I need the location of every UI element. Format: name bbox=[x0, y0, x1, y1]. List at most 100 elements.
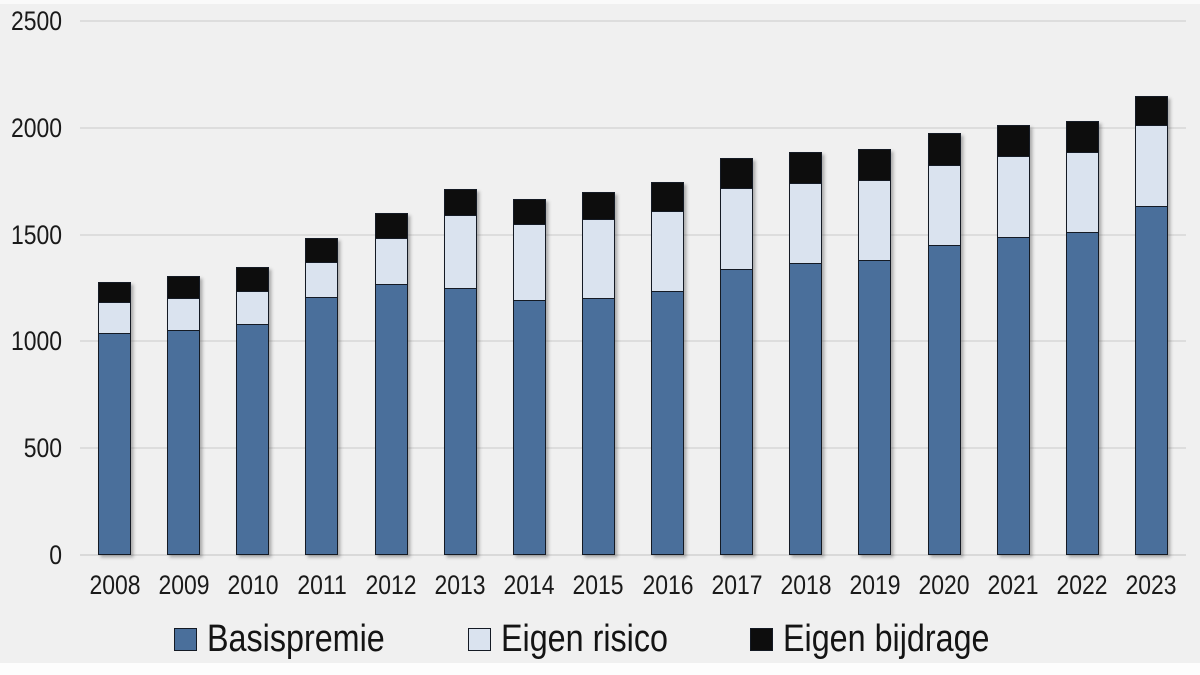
legend: Basispremie Eigen risico Eigen bijdrage bbox=[0, 616, 1200, 662]
segment-eigen-risico bbox=[374, 238, 408, 286]
segment-eigen-bijdrage bbox=[581, 191, 615, 221]
bar-2020 bbox=[927, 133, 961, 555]
x-tick-label-2016: 2016 bbox=[642, 570, 694, 600]
x-tick-label-2012: 2012 bbox=[365, 570, 417, 600]
segment-eigen-risico bbox=[720, 188, 754, 271]
gridline-2500 bbox=[80, 20, 1186, 22]
legend-label-eigen-risico: Eigen risico bbox=[501, 618, 669, 660]
segment-eigen-bijdrage bbox=[789, 152, 823, 185]
y-tick-label-2000: 2000 bbox=[10, 112, 62, 143]
top-edge-strip bbox=[0, 0, 1200, 4]
segment-basispremie bbox=[305, 296, 339, 555]
bar-2015 bbox=[581, 191, 615, 555]
bar-2019 bbox=[858, 149, 892, 555]
bar-2009 bbox=[167, 276, 201, 555]
segment-eigen-bijdrage bbox=[720, 158, 754, 190]
segment-eigen-bijdrage bbox=[236, 266, 270, 293]
segment-eigen-bijdrage bbox=[305, 238, 339, 264]
segment-basispremie bbox=[236, 324, 270, 555]
x-tick-label-2015: 2015 bbox=[572, 570, 624, 600]
gridline-1000 bbox=[80, 340, 1186, 343]
segment-eigen-bijdrage bbox=[858, 149, 892, 182]
bottom-edge-strip bbox=[0, 663, 1200, 675]
segment-eigen-bijdrage bbox=[512, 199, 546, 227]
bar-2014 bbox=[512, 199, 546, 555]
segment-eigen-risico bbox=[1065, 151, 1099, 235]
x-tick-label-2023: 2023 bbox=[1125, 570, 1177, 600]
bar-2011 bbox=[305, 238, 339, 555]
segment-eigen-risico bbox=[1134, 125, 1168, 208]
segment-eigen-risico bbox=[927, 164, 961, 247]
segment-basispremie bbox=[651, 291, 685, 555]
segment-eigen-risico bbox=[167, 298, 201, 332]
segment-eigen-bijdrage bbox=[374, 213, 408, 240]
segment-basispremie bbox=[858, 260, 892, 555]
segment-basispremie bbox=[167, 329, 201, 555]
x-tick-label-2017: 2017 bbox=[711, 570, 763, 600]
legend-item-eigen-risico: Eigen risico bbox=[468, 617, 697, 661]
segment-basispremie bbox=[996, 236, 1030, 555]
y-tick-label-500: 500 bbox=[23, 433, 62, 464]
segment-eigen-risico bbox=[858, 179, 892, 262]
segment-eigen-bijdrage bbox=[98, 281, 132, 305]
bar-2010 bbox=[236, 266, 270, 555]
legend-swatch-basispremie bbox=[174, 627, 198, 651]
legend-label-eigen-bijdrage: Eigen bijdrage bbox=[782, 618, 990, 660]
segment-basispremie bbox=[443, 288, 477, 555]
plot-area bbox=[80, 20, 1186, 556]
segment-eigen-risico bbox=[581, 219, 615, 300]
legend-item-eigen-bijdrage: Eigen bijdrage bbox=[749, 617, 1026, 661]
segment-eigen-risico bbox=[443, 214, 477, 290]
segment-basispremie bbox=[98, 332, 132, 555]
segment-eigen-bijdrage bbox=[927, 133, 961, 167]
x-tick-label-2009: 2009 bbox=[158, 570, 210, 600]
x-axis: 2008 2009 2010 2011 2012 2013 2014 2015 2016 2017… bbox=[80, 568, 1186, 604]
x-tick-label-2014: 2014 bbox=[503, 570, 555, 600]
segment-eigen-bijdrage bbox=[443, 188, 477, 217]
segment-basispremie bbox=[789, 263, 823, 555]
segment-eigen-bijdrage bbox=[1134, 95, 1168, 127]
bar-2017 bbox=[720, 158, 754, 555]
bar-2021 bbox=[996, 125, 1030, 555]
x-tick-label-2019: 2019 bbox=[849, 570, 901, 600]
y-axis: 0 500 1000 1500 2000 2500 bbox=[0, 0, 64, 600]
x-tick-label-2011: 2011 bbox=[297, 570, 347, 600]
bar-2012 bbox=[374, 213, 408, 555]
legend-label-basispremie: Basispremie bbox=[207, 618, 385, 660]
x-tick-label-2008: 2008 bbox=[89, 570, 141, 600]
segment-eigen-risico bbox=[512, 224, 546, 302]
segment-eigen-bijdrage bbox=[1065, 121, 1099, 154]
legend-swatch-eigen-bijdrage bbox=[749, 627, 773, 651]
bar-2013 bbox=[443, 188, 477, 555]
bar-2022 bbox=[1065, 121, 1099, 555]
gridline-0 bbox=[80, 554, 1186, 556]
segment-basispremie bbox=[1134, 205, 1168, 555]
y-tick-label-1000: 1000 bbox=[10, 326, 62, 357]
x-tick-label-2010: 2010 bbox=[227, 570, 279, 600]
segment-eigen-risico bbox=[305, 261, 339, 299]
y-tick-label-2500: 2500 bbox=[10, 6, 62, 36]
gridline-2000 bbox=[80, 126, 1186, 129]
segment-eigen-risico bbox=[236, 290, 270, 326]
x-tick-label-2022: 2022 bbox=[1056, 570, 1108, 600]
gridline-500 bbox=[80, 447, 1186, 450]
y-tick-label-0: 0 bbox=[49, 540, 62, 570]
legend-item-basispremie: Basispremie bbox=[174, 617, 416, 661]
segment-eigen-risico bbox=[651, 210, 685, 293]
segment-eigen-bijdrage bbox=[996, 125, 1030, 158]
y-tick-label-1500: 1500 bbox=[10, 219, 62, 250]
bar-2008 bbox=[98, 281, 132, 555]
x-tick-label-2013: 2013 bbox=[434, 570, 486, 600]
gridline-1500 bbox=[80, 233, 1186, 236]
legend-swatch-eigen-risico bbox=[468, 627, 492, 651]
segment-basispremie bbox=[374, 283, 408, 555]
segment-basispremie bbox=[720, 268, 754, 555]
bar-2016 bbox=[651, 182, 685, 555]
bar-2018 bbox=[789, 152, 823, 555]
segment-eigen-risico bbox=[789, 182, 823, 266]
segment-basispremie bbox=[512, 299, 546, 555]
segment-basispremie bbox=[1065, 232, 1099, 555]
segment-basispremie bbox=[927, 245, 961, 555]
bar-2023 bbox=[1134, 95, 1168, 555]
